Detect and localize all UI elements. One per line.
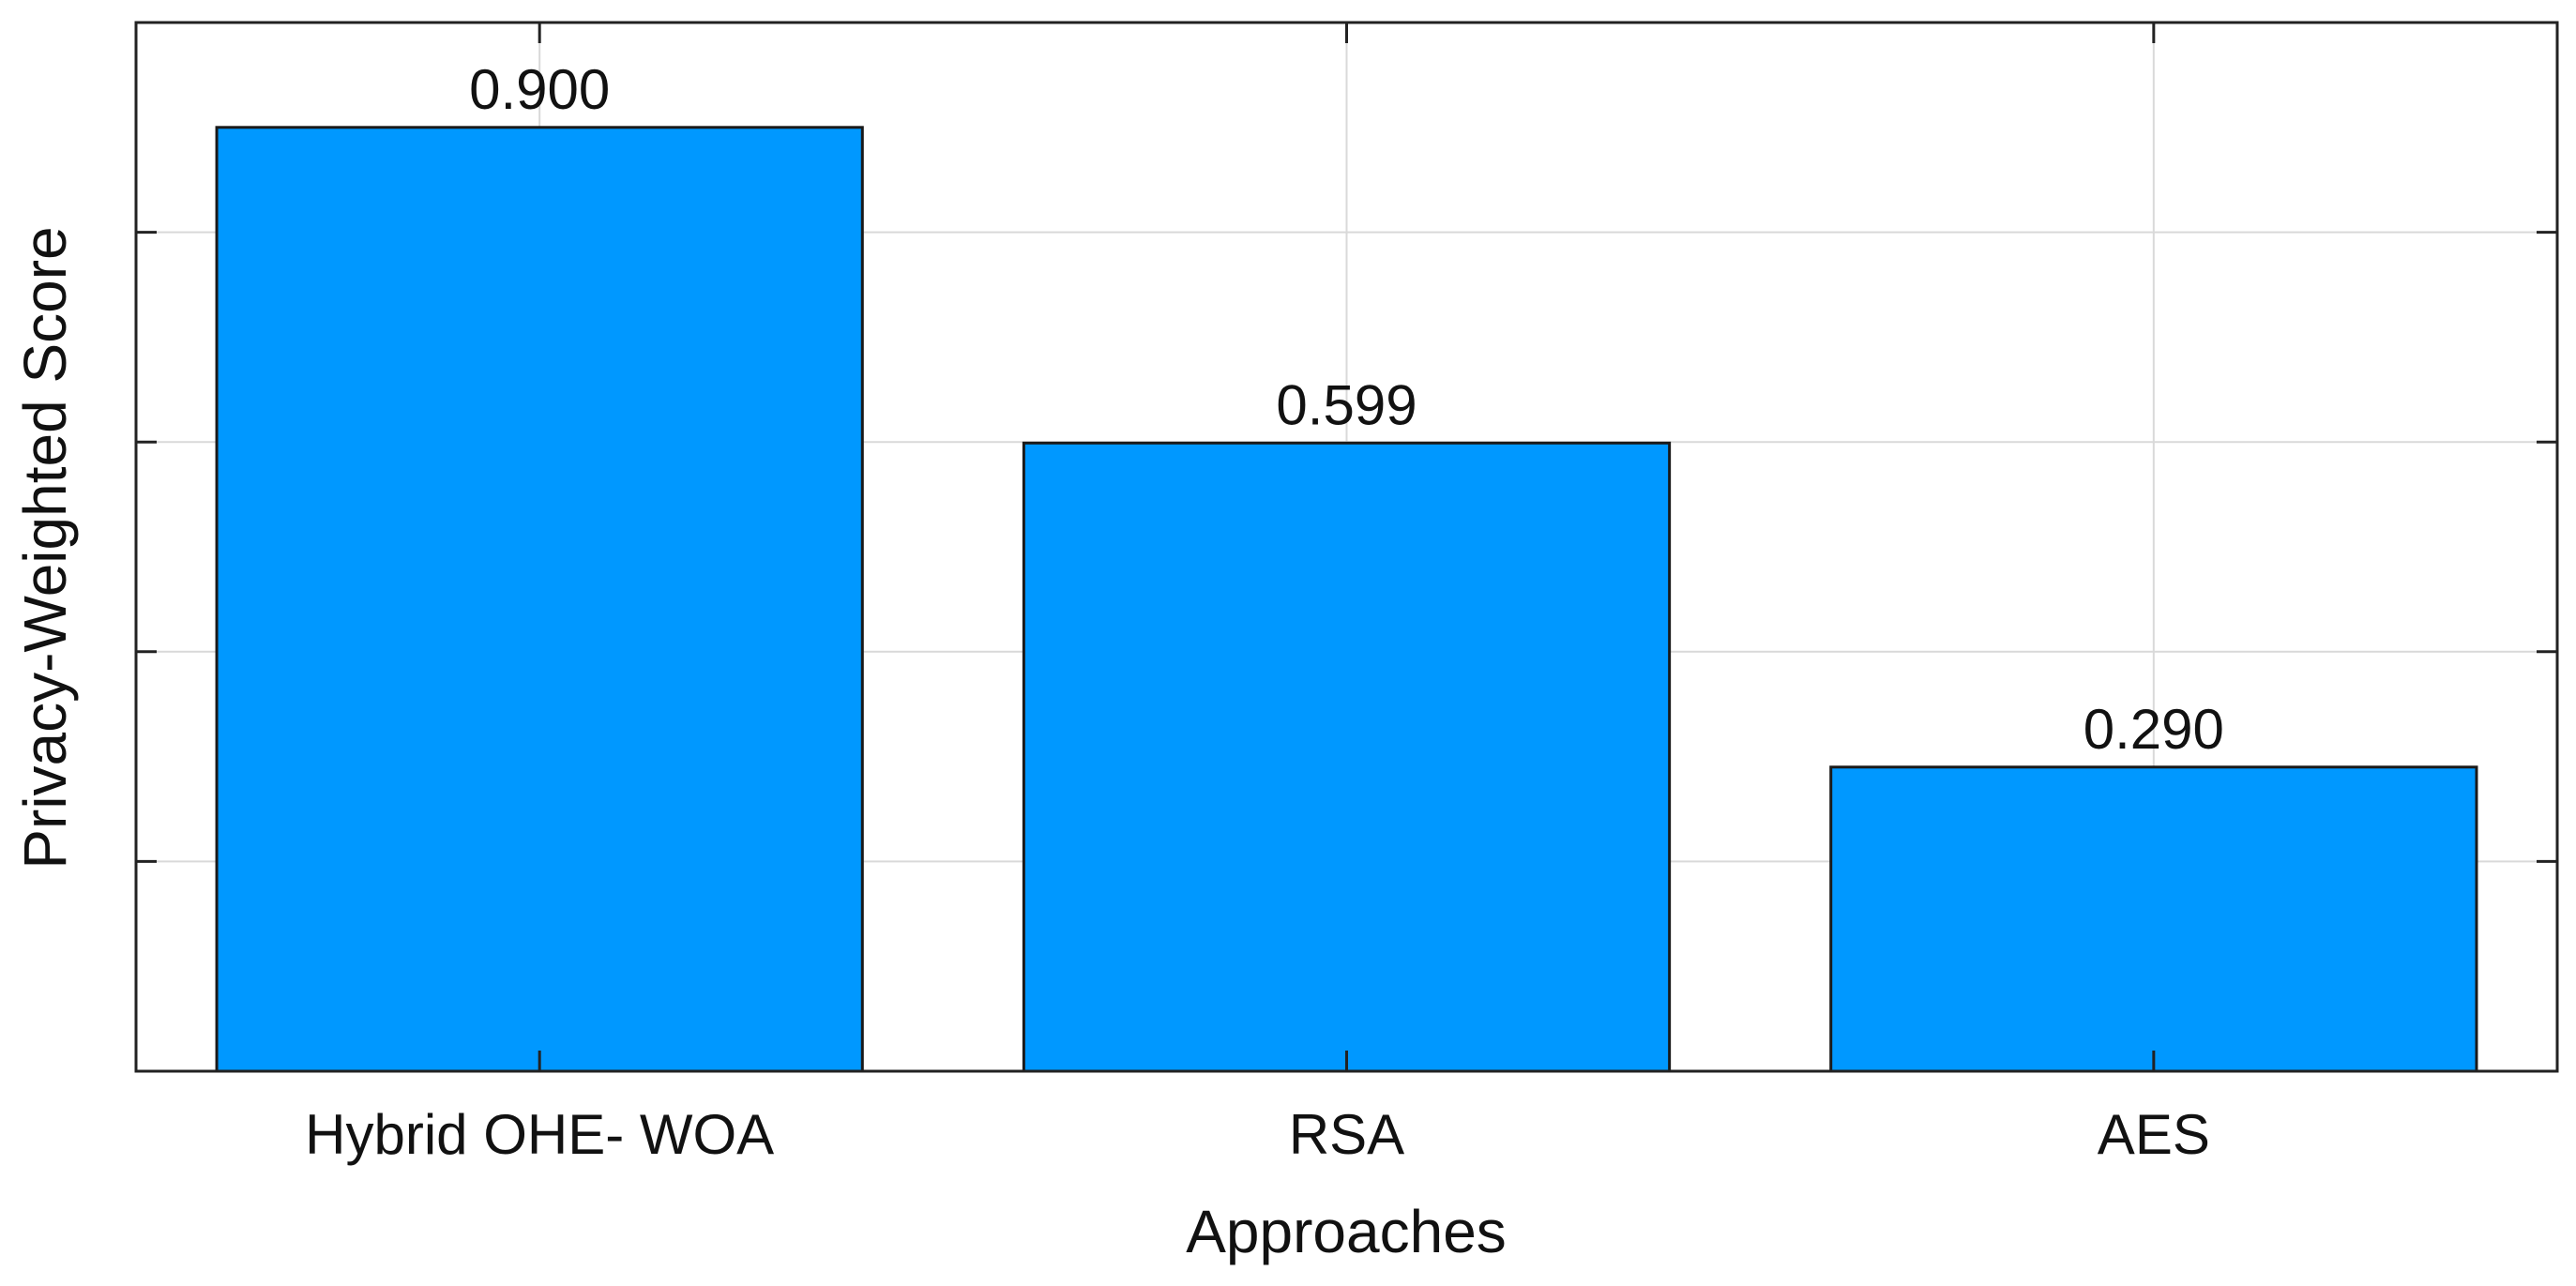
data-label: 0.599 [1276, 373, 1417, 436]
x-tick-label: RSA [1289, 1103, 1404, 1166]
x-tick-label: AES [2098, 1103, 2210, 1166]
x-tick-label: Hybrid OHE- WOA [305, 1103, 774, 1166]
y-axis-label: Privacy-Weighted Score [11, 226, 79, 869]
bar [1829, 765, 2478, 1073]
bar [1022, 441, 1672, 1073]
bars [215, 126, 2478, 1073]
data-label: 0.900 [469, 58, 610, 121]
bar [215, 126, 864, 1073]
x-tick-labels: Hybrid OHE- WOA RSA AES [305, 1103, 2210, 1166]
y-ticks [136, 23, 2557, 1071]
x-axis-label: Approaches [1186, 1198, 1507, 1265]
data-labels: 0.900 0.599 0.290 [469, 58, 2224, 761]
data-label: 0.290 [2084, 698, 2224, 761]
